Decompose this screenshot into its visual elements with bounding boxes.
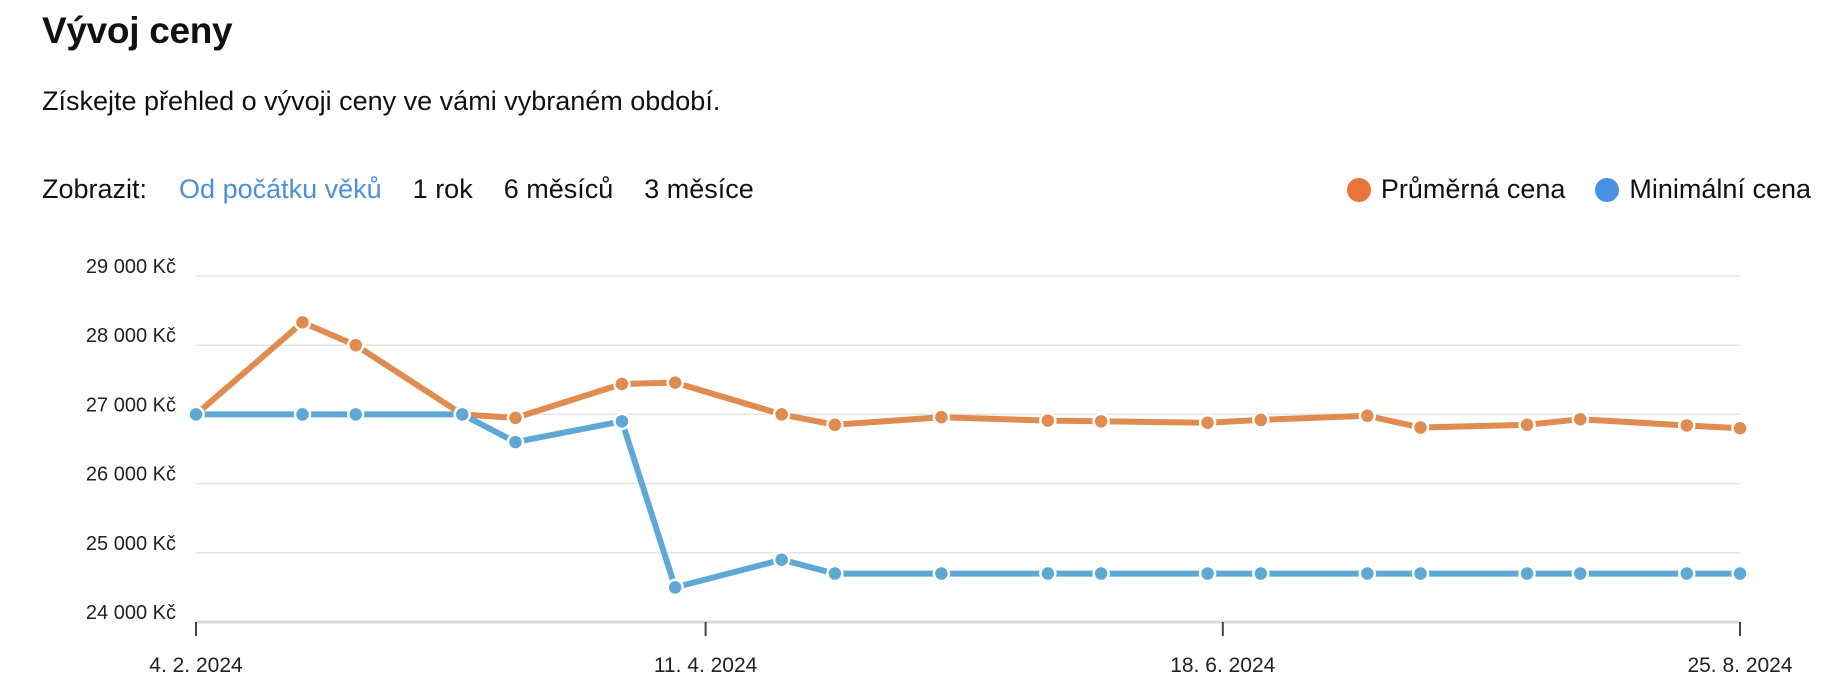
legend-dot-minimum [1595, 177, 1620, 202]
page-subtitle: Získejte přehled o vývoji ceny ve vámi v… [42, 86, 721, 116]
data-point-average [346, 336, 365, 354]
range-3-months-button[interactable]: 3 měsíce [644, 174, 754, 204]
range-selector: Zobrazit: Od počátku věků 1 rok 6 měsíců… [42, 174, 785, 205]
data-point-average [772, 405, 791, 424]
data-point-minimum [1731, 564, 1749, 583]
legend-label-minimum: Minimální cena [1629, 174, 1811, 204]
x-tick-label: 25. 8. 2024 [1687, 654, 1792, 677]
legend-dot-average [1346, 177, 1371, 202]
data-point-minimum [666, 578, 684, 597]
legend-label-average: Průměrná cena [1380, 174, 1566, 204]
data-point-minimum [1039, 564, 1057, 583]
data-point-minimum [506, 433, 525, 451]
data-point-average [613, 375, 631, 393]
data-point-minimum [772, 550, 791, 569]
y-tick-label: 24 000 Kč [86, 602, 176, 624]
data-point-average [1252, 411, 1270, 429]
series-line-average [193, 319, 1743, 432]
range-6-months-button[interactable]: 6 měsíců [503, 174, 614, 204]
x-tick-label: 11. 4. 2024 [654, 654, 758, 677]
data-point-average [826, 416, 844, 434]
data-point-minimum [1678, 564, 1696, 583]
data-point-minimum [1252, 564, 1270, 583]
data-point-minimum [826, 564, 844, 583]
data-point-minimum [453, 405, 471, 424]
y-tick-label: 26 000 Kč [86, 464, 176, 486]
data-point-average [1039, 411, 1057, 430]
data-point-average [1731, 419, 1749, 437]
data-point-average [1678, 416, 1696, 435]
data-point-average [1198, 413, 1217, 432]
data-point-average [932, 408, 951, 426]
x-tick-label: 4. 2. 2024 [149, 654, 243, 677]
y-tick-label: 25 000 Kč [86, 533, 176, 555]
series-line-minimum [193, 411, 1743, 591]
y-tick-label: 28 000 Kč [86, 325, 176, 347]
data-point-average [506, 409, 525, 427]
data-point-minimum [613, 412, 631, 431]
data-point-minimum [187, 405, 205, 424]
data-point-average [1518, 416, 1536, 434]
x-tick-label: 18. 6. 2024 [1170, 654, 1275, 677]
range-selector-label: Zobrazit: [42, 174, 148, 204]
y-tick-label: 27 000 Kč [86, 394, 176, 416]
range-1-year-button[interactable]: 1 rok [412, 174, 473, 204]
data-point-minimum [1358, 564, 1377, 583]
data-point-average [666, 373, 684, 392]
data-point-average [1571, 410, 1590, 428]
data-point-average [1358, 407, 1377, 425]
data-point-minimum [932, 564, 951, 583]
data-point-average [293, 313, 312, 332]
data-point-minimum [1571, 564, 1590, 583]
data-point-minimum [1411, 564, 1430, 583]
legend-item-minimum[interactable]: Minimální cena [1595, 174, 1811, 205]
data-point-average [1411, 418, 1430, 437]
data-point-minimum [1198, 564, 1217, 583]
range-all-time-button[interactable]: Od počátku věků [179, 174, 382, 204]
data-point-minimum [1092, 564, 1110, 583]
chart-legend: Průměrná cena Minimální cena [1317, 174, 1811, 205]
data-point-minimum [293, 405, 312, 424]
data-point-minimum [346, 405, 365, 424]
page-title: Vývoj ceny [42, 10, 233, 51]
legend-item-average[interactable]: Průměrná cena [1346, 174, 1566, 205]
data-point-minimum [1518, 564, 1536, 583]
data-point-average [1092, 412, 1110, 431]
y-tick-label: 29 000 Kč [86, 256, 176, 278]
